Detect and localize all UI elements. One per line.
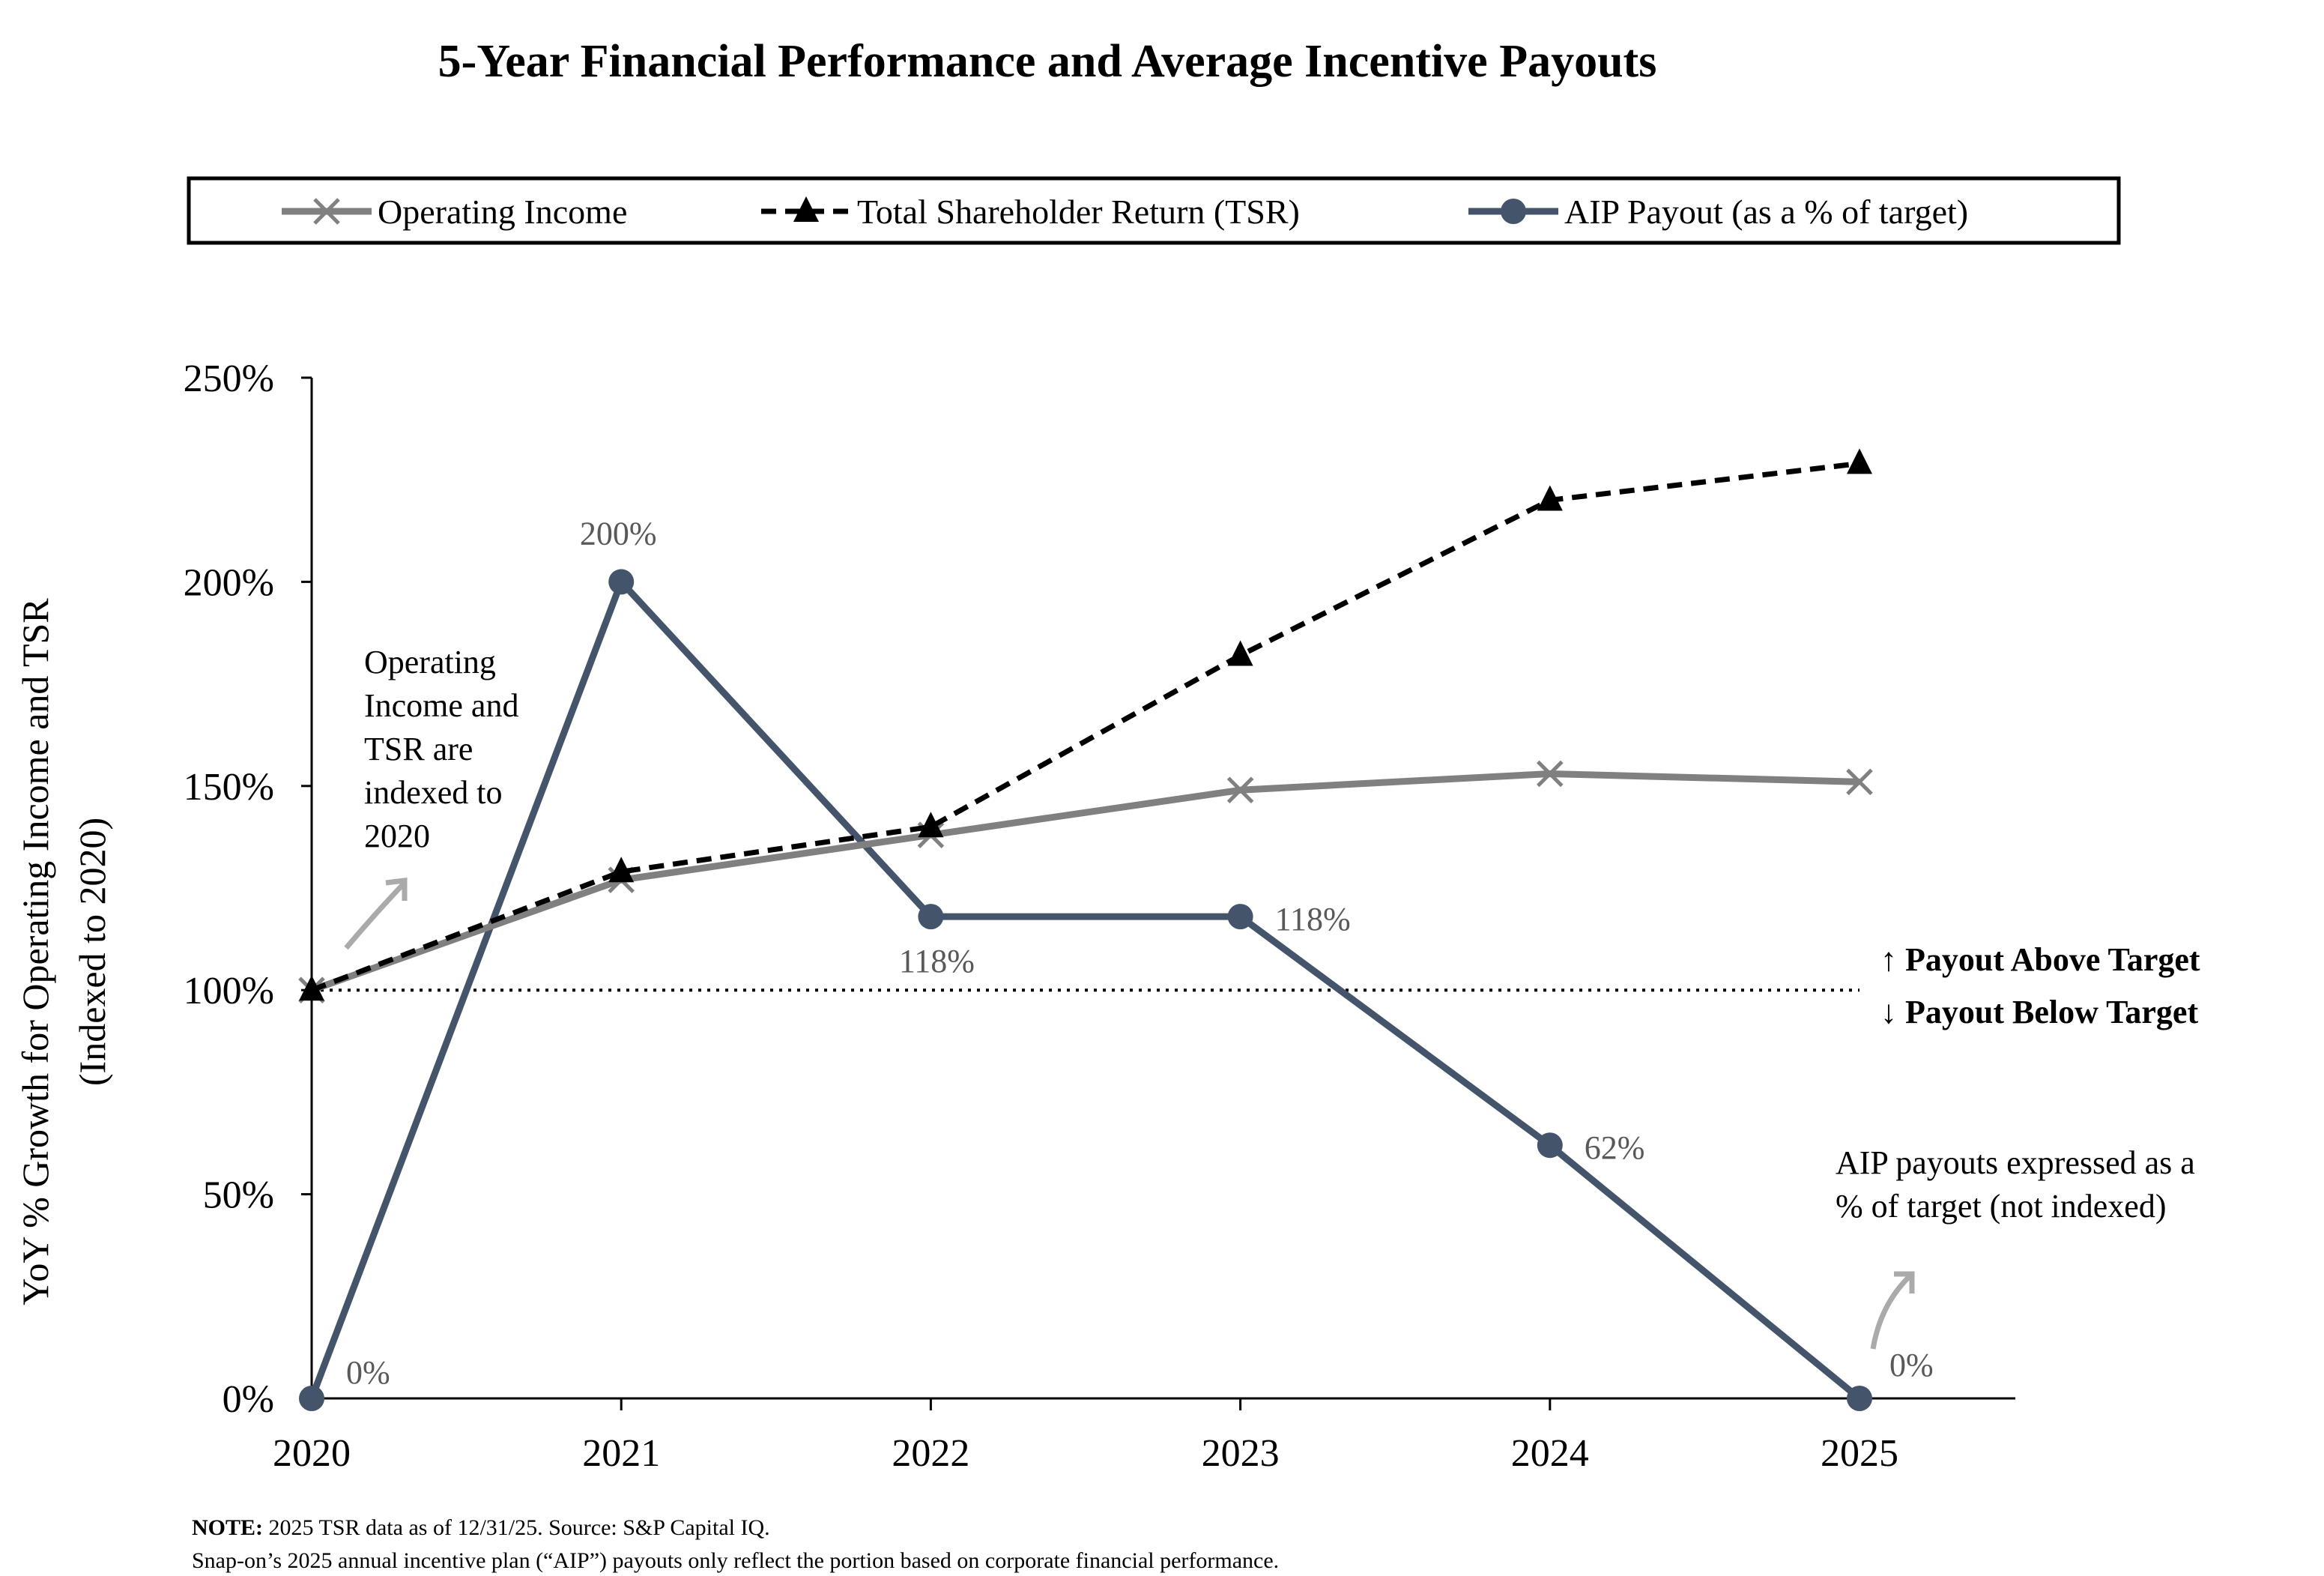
legend-marker-icon	[313, 198, 340, 225]
annotation-line: TSR are	[364, 731, 473, 767]
y-axis-sublabel: (Indexed to 2020)	[71, 818, 113, 1086]
series-1	[299, 448, 1872, 1001]
data-point	[608, 857, 635, 883]
y-tick-label: 50%	[203, 1174, 274, 1217]
data-point	[918, 812, 944, 838]
series-line	[310, 460, 1860, 993]
arrow-left-icon	[344, 878, 408, 950]
footnote: NOTE: 2025 TSR data as of 12/31/25. Sour…	[192, 1515, 1279, 1573]
y-axis-label: YoY % Growth for Operating Income and TS…	[14, 598, 56, 1305]
annotation-line: Operating	[364, 644, 496, 680]
data-point	[299, 975, 324, 1001]
y-tick-label: 0%	[223, 1378, 274, 1421]
y-tick-label: 250%	[184, 357, 274, 400]
series-0	[298, 760, 1873, 1003]
legend-entry: Operating Income	[378, 193, 627, 231]
x-tick-label: 2021	[582, 1432, 660, 1475]
annotation-line: indexed to	[364, 774, 503, 811]
footnote-line-1: NOTE: 2025 TSR data as of 12/31/25. Sour…	[192, 1515, 770, 1540]
x-tick-label: 2024	[1511, 1432, 1589, 1475]
x-tick-label: 2025	[1821, 1432, 1898, 1475]
series-2	[299, 569, 1872, 1411]
legend-marker-icon	[793, 196, 819, 222]
aip-data-label: 62%	[1585, 1129, 1645, 1166]
data-point	[299, 1386, 324, 1411]
y-tick-label: 200%	[184, 561, 274, 604]
legend: Operating Income Total Shareholder Return…	[187, 176, 2121, 245]
annotation-line: % of target (not indexed)	[1836, 1188, 2166, 1225]
annotation-line: 2020	[364, 818, 430, 854]
annotation-line: Income and	[364, 687, 518, 724]
data-point	[1847, 448, 1872, 474]
data-point	[918, 904, 944, 930]
x-tick-label: 2020	[273, 1432, 351, 1475]
y-tick-label: 100%	[184, 970, 274, 1012]
y-axis-title: YoY % Growth for Operating Income and TS…	[14, 598, 113, 1305]
footnote-line-2: Snap-on’s 2025 annual incentive plan (“A…	[192, 1548, 1279, 1573]
series-line	[308, 576, 1862, 1401]
aip-data-label: 0%	[1889, 1347, 1934, 1383]
aip-data-label: 118%	[1275, 901, 1351, 938]
aip-data-label: 0%	[346, 1354, 390, 1391]
data-point	[608, 569, 635, 595]
arrow-right-icon	[1870, 1271, 1915, 1350]
data-point	[1226, 776, 1254, 804]
data-point	[1537, 760, 1564, 788]
data-point	[1537, 1132, 1563, 1159]
data-point	[1227, 904, 1253, 930]
axes: 0% 50% 100% 150% 200% 250% 2020 2021 2022 2023 202…	[184, 357, 2015, 1475]
data-point	[1537, 485, 1563, 511]
legend-box	[187, 176, 2121, 245]
payout-above-target-label: ↑ Payout Above Target	[1880, 941, 2200, 978]
reference-line: ↑ Payout Above Target ↓ Payout Below Targ…	[312, 941, 2200, 1030]
aip-annotation: AIP payouts expressed as a % of target (n…	[1836, 1144, 2195, 1225]
aip-data-label: 200%	[580, 515, 657, 552]
legend-marker-icon	[1501, 199, 1526, 224]
data-point	[1846, 768, 1873, 796]
data-point	[1847, 1386, 1872, 1411]
payout-below-target-label: ↓ Payout Below Target	[1880, 994, 2198, 1030]
x-tick-label: 2023	[1202, 1432, 1280, 1475]
annotation-line: AIP payouts expressed as a	[1836, 1144, 2195, 1181]
x-tick-label: 2022	[892, 1432, 969, 1475]
indexed-annotation: Operating Income and TSR are indexed to 2020	[364, 644, 518, 854]
series-line	[310, 770, 1860, 994]
chart-title: 5-Year Financial Performance and Average…	[438, 36, 1657, 87]
legend-entry: Total Shareholder Return (TSR)	[857, 193, 1300, 231]
y-tick-label: 150%	[184, 766, 274, 809]
legend-entry: AIP Payout (as a % of target)	[1564, 193, 1968, 231]
footnote-line-1-text: 2025 TSR data as of 12/31/25. Source: S&…	[263, 1515, 770, 1540]
aip-data-label: 118%	[899, 943, 975, 979]
data-point	[1227, 640, 1253, 666]
footnote-note-label: NOTE:	[192, 1515, 263, 1540]
